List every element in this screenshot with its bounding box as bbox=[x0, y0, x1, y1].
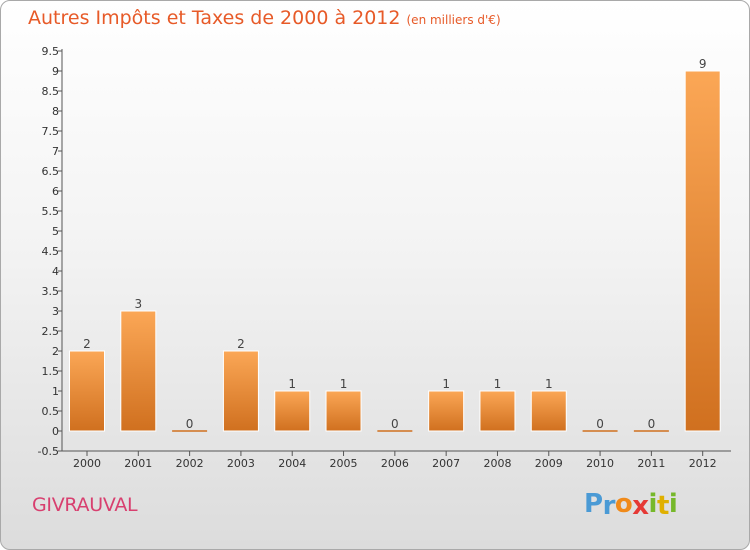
x-tick-label: 2001 bbox=[124, 457, 152, 470]
x-tick-label: 2011 bbox=[637, 457, 665, 470]
x-tick-label: 2005 bbox=[330, 457, 358, 470]
bar-2000 bbox=[69, 350, 105, 432]
data-label: 0 bbox=[391, 417, 399, 431]
logo-letter: r bbox=[602, 491, 616, 521]
data-label: 1 bbox=[494, 377, 502, 391]
y-tick-label: 4.5 bbox=[42, 245, 60, 258]
data-label: 1 bbox=[442, 377, 450, 391]
bar-2004 bbox=[274, 390, 311, 432]
y-tick-label: 5.5 bbox=[42, 205, 60, 218]
chart-title-main: Autres Impôts et Taxes de 2000 à 2012 bbox=[28, 7, 401, 29]
data-label: 9 bbox=[699, 57, 707, 71]
y-tick-label: 8 bbox=[52, 105, 59, 118]
logo-letter: i bbox=[668, 489, 678, 519]
y-tick-label: 7.5 bbox=[42, 125, 60, 138]
x-tick-label: 2008 bbox=[483, 457, 511, 470]
data-label: 1 bbox=[545, 377, 553, 391]
x-tick-label: 2012 bbox=[689, 457, 717, 470]
bar-2009 bbox=[530, 390, 567, 432]
commune-name: GIVRAUVAL bbox=[32, 494, 138, 516]
logo-letter: x bbox=[632, 491, 649, 521]
y-tick-label: 2.5 bbox=[42, 325, 60, 338]
logo-letter: o bbox=[614, 489, 633, 519]
x-tick-label: 2004 bbox=[278, 457, 306, 470]
logo-letter: P bbox=[584, 489, 603, 519]
x-tick-label: 2000 bbox=[73, 457, 101, 470]
data-label: 0 bbox=[596, 417, 604, 431]
bar-2003 bbox=[222, 350, 259, 432]
y-tick-label: 1 bbox=[52, 385, 59, 398]
x-tick-label: 2007 bbox=[432, 457, 460, 470]
chart-title: Autres Impôts et Taxes de 2000 à 2012 (en… bbox=[28, 7, 501, 29]
data-label: 2 bbox=[83, 337, 91, 351]
y-tick-label: 0 bbox=[52, 425, 59, 438]
y-tick-label: 3.5 bbox=[42, 285, 60, 298]
y-tick-label: 2 bbox=[52, 345, 59, 358]
bar-2008 bbox=[479, 390, 516, 432]
y-tick-label: 0.5 bbox=[42, 405, 60, 418]
bar-2007 bbox=[428, 390, 465, 432]
data-label: 1 bbox=[288, 377, 296, 391]
data-label: 2 bbox=[237, 337, 245, 351]
data-label: 1 bbox=[340, 377, 348, 391]
y-tick-label: 9.5 bbox=[42, 45, 60, 58]
y-tick-label: 4 bbox=[52, 265, 59, 278]
y-tick-label: 7 bbox=[52, 145, 59, 158]
y-tick-label: 3 bbox=[52, 305, 59, 318]
bar-2012 bbox=[684, 70, 721, 432]
y-tick-label: 6 bbox=[52, 185, 59, 198]
chart-title-unit: (en milliers d'€) bbox=[406, 13, 501, 27]
y-tick-label: 8.5 bbox=[42, 85, 60, 98]
y-tick-label: 9 bbox=[52, 65, 59, 78]
y-tick-label: 6.5 bbox=[42, 165, 60, 178]
logo-letter: i bbox=[648, 489, 658, 519]
x-tick-label: 2002 bbox=[176, 457, 204, 470]
data-label: 0 bbox=[186, 417, 194, 431]
x-tick-label: 2009 bbox=[535, 457, 563, 470]
data-label: 3 bbox=[134, 297, 142, 311]
data-label: 0 bbox=[648, 417, 656, 431]
y-tick-label: 5 bbox=[52, 225, 59, 238]
bar-2005 bbox=[325, 390, 362, 432]
bar-2001 bbox=[120, 310, 157, 432]
x-tick-label: 2003 bbox=[227, 457, 255, 470]
proxiti-logo: Proxiti bbox=[584, 489, 678, 521]
x-tick-label: 2006 bbox=[381, 457, 409, 470]
y-tick-label: 1.5 bbox=[42, 365, 60, 378]
x-tick-label: 2010 bbox=[586, 457, 614, 470]
y-tick-label: -0.5 bbox=[38, 445, 59, 458]
logo-letter: t bbox=[656, 491, 669, 521]
